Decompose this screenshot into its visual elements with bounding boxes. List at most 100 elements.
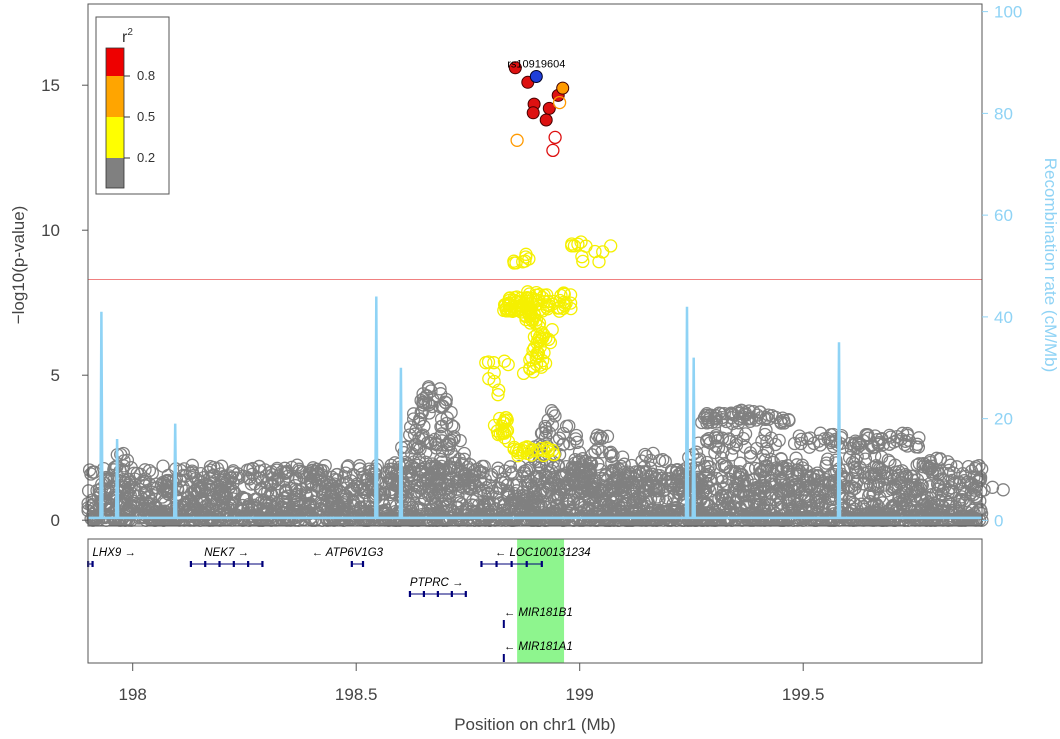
snp-point-background [586,496,600,510]
snp-point-background [271,476,285,491]
snp-point-background [478,498,492,512]
snp-point-background [447,430,461,444]
snp-point-background [596,472,610,486]
snp-point-background [519,463,534,478]
snp-point-background [703,484,717,498]
main-plot-frame [87,3,983,527]
legend-swatch-orange [106,76,124,117]
snp-point-background [800,473,814,488]
snp-point-background [288,478,302,493]
snp-point-low-ld [527,330,542,344]
snp-point-background [558,481,572,495]
snp-point-background [585,448,599,462]
snp-point-background [888,458,902,472]
snp-point-high-ld [542,101,556,115]
snp-point-background [829,434,843,448]
snp-point-background [858,509,872,523]
snp-point-background [186,490,201,505]
gene-exon [408,591,412,597]
lead-snp-label: rs10919604 [507,59,565,71]
snp-point-low-ld [492,383,506,397]
snp-point-background [491,465,505,479]
snp-point-background [803,431,817,445]
snp-point-background [663,508,677,522]
snp-point-background [601,498,616,512]
snp-point-background [350,477,364,491]
snp-point-background [782,484,796,498]
snp-point-background [181,490,195,505]
y-tick-label: 15 [41,76,60,95]
snp-point-background [210,487,224,501]
snp-point-background [382,497,397,511]
snp-point-background [498,464,512,478]
axes-layer: 0 5 10 15 0 20 40 60 80 100 198 198.5 199 199.5 [41,3,1022,704]
snp-point-background [534,484,548,498]
snp-point-background [458,474,472,488]
snp-point-low-ld [507,442,521,456]
snp-point-background [753,497,767,511]
gene-exon [436,591,439,597]
snp-point-background [196,509,210,523]
snp-point-background [391,477,406,492]
snp-point-background [644,470,658,484]
snp-point-background [603,446,617,461]
snp-point-low-ld [526,365,540,379]
snp-point-background [406,407,421,421]
snp-point-background [822,477,836,491]
gene-track-layer: LHX9 → NEK7 → ← ATP6V1G3 ← LOC100131234 PTPR… [87,547,591,662]
snp-point-background [617,483,632,497]
snp-point-background [770,464,784,478]
snp-point-background [769,489,783,503]
gene-exon [189,561,193,567]
snp-point-background [610,480,625,494]
snp-point-background [700,433,714,447]
snp-point-background [506,467,520,481]
legend-swatch-grey [106,158,124,188]
snp-point-background [500,486,515,500]
snp-point-background [710,483,724,497]
snp-point-background [413,412,428,426]
snp-point-background [278,484,293,498]
snp-point-high-ld [526,106,540,120]
snp-point-low-ld [538,356,553,370]
snp-point-background [615,480,630,494]
legend-title-sup: 2 [127,27,133,38]
snp-point-low-ld [500,413,514,427]
snp-point-background [677,470,691,485]
snp-point-low-ld [501,296,516,310]
snp-point-background [890,429,904,444]
snp-point-background [957,474,971,488]
snp-point-background [574,458,589,472]
snp-point-background [886,480,900,495]
snp-point-background [974,503,988,517]
snp-point-background [435,455,449,469]
snp-point-background [205,469,219,483]
x-tick-label: 199 [566,685,594,704]
y2-tick-label: 0 [994,511,1003,530]
snp-point-background [635,454,649,468]
snp-point-background [480,495,494,510]
snp-point-background [589,431,603,446]
snp-point-background [231,467,245,481]
snp-point-background [442,438,457,452]
snp-point-background [818,495,832,509]
gene-exon [247,561,250,567]
snp-point-background [433,382,447,396]
snp-point-background [753,405,767,419]
snp-point-background [321,502,335,517]
snp-point-background [421,473,435,487]
snp-point-background [156,459,170,473]
snp-point-background [781,499,795,513]
snp-point-background [824,468,838,482]
snp-point-background [194,475,208,490]
legend-label-05: 0.5 [137,109,155,124]
snp-point-background [493,481,507,495]
snp-point-background [185,458,199,472]
snp-point-low-ld [520,440,534,454]
snp-point-background [223,501,237,516]
snp-point-background [549,498,564,512]
snp-point-background [187,499,202,513]
snp-point-background [922,480,937,494]
snp-point-low-ld [493,411,507,426]
gene-exon [525,561,528,567]
